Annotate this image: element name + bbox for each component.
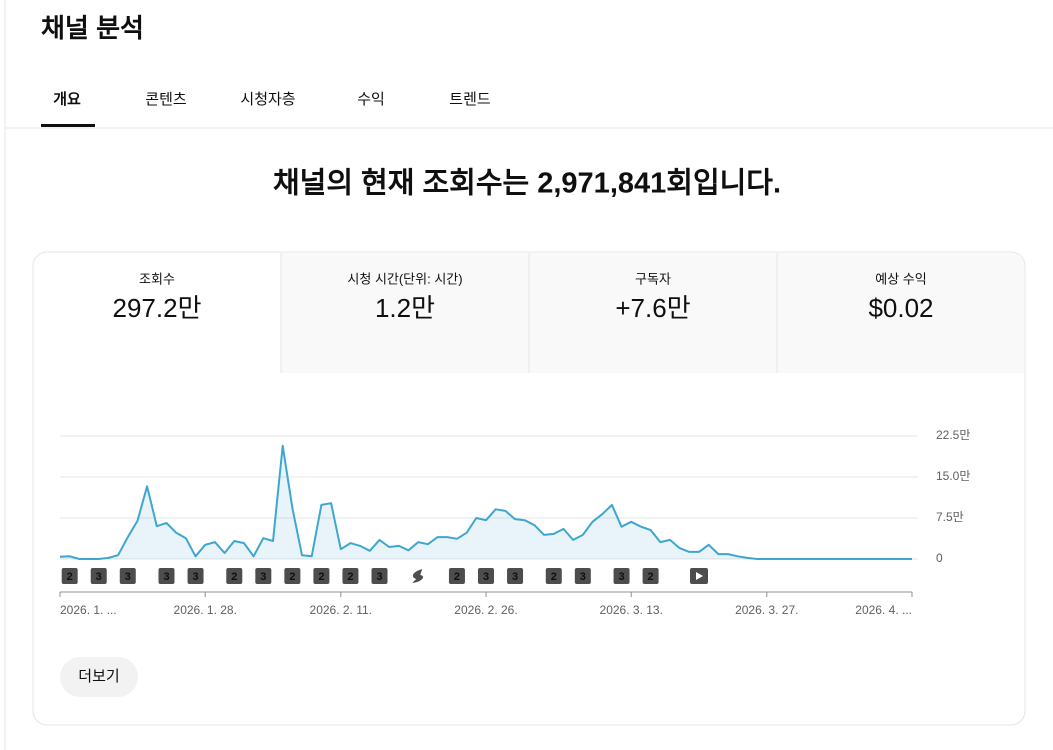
- upload-marker-count[interactable]: 2: [231, 571, 237, 583]
- y-tick-label: 15.0만: [936, 469, 970, 483]
- upload-marker-count[interactable]: 3: [96, 571, 102, 583]
- upload-marker-count[interactable]: 3: [483, 571, 489, 583]
- upload-marker[interactable]: [61, 568, 78, 584]
- upload-marker-count[interactable]: 2: [318, 571, 324, 583]
- metric-value[interactable]: 1.2만: [375, 293, 435, 323]
- chart: 0 7.5만 15.0만 22.5만 2 3 3 3 3 2 3 2 2 2 3 2 3 3 2 3 3 2 2026. 1…: [59, 428, 970, 617]
- y-tick-label: 7.5만: [936, 510, 964, 524]
- x-tick-label: 2026. 1. 28.: [174, 603, 237, 617]
- tab[interactable]: 트렌드: [449, 91, 491, 108]
- metric-label[interactable]: 예상 수익: [875, 271, 926, 286]
- more-button-label[interactable]: 더보기: [78, 668, 119, 685]
- video-icon-play: [696, 572, 703, 580]
- upload-marker[interactable]: [545, 568, 562, 584]
- upload-marker[interactable]: [574, 568, 591, 584]
- tab[interactable]: 시청자층: [240, 91, 295, 108]
- tab[interactable]: 개요: [53, 90, 81, 108]
- metric-row: 조회수 297.2만 시청 시간(단위: 시간) 1.2만 구독자 +7.6만 예상 수익 $…: [113, 253, 934, 373]
- metric-value[interactable]: $0.02: [868, 293, 933, 323]
- upload-marker-count[interactable]: 3: [125, 571, 131, 583]
- headline: 채널의 현재 조회수는 2,971,841회입니다.: [273, 167, 781, 200]
- metric-inactive-bg: [281, 253, 1024, 373]
- metric-label[interactable]: 조회수: [139, 271, 175, 286]
- shorts-icon[interactable]: [412, 569, 424, 583]
- page-title: 채널 분석: [41, 13, 144, 43]
- upload-marker[interactable]: [187, 568, 204, 584]
- upload-marker[interactable]: [642, 568, 659, 584]
- upload-marker-count[interactable]: 3: [618, 571, 624, 583]
- upload-marker[interactable]: [226, 568, 243, 584]
- upload-marker-count[interactable]: 3: [192, 571, 198, 583]
- upload-marker-count[interactable]: 3: [163, 571, 169, 583]
- tab[interactable]: 콘텐츠: [145, 91, 187, 108]
- upload-marker-count[interactable]: 3: [260, 571, 266, 583]
- upload-marker-count[interactable]: 2: [648, 571, 654, 583]
- x-tick-label: 2026. 3. 13.: [600, 603, 663, 617]
- upload-marker[interactable]: [90, 568, 107, 584]
- tab[interactable]: 수익: [357, 91, 385, 108]
- upload-marker-count[interactable]: 2: [347, 571, 353, 583]
- more-button[interactable]: [60, 657, 138, 697]
- y-tick-label: 0: [936, 551, 943, 565]
- tab-bar: 개요 콘텐츠 시청자층 수익 트렌드: [53, 90, 491, 108]
- x-tick-label: 2026. 4. ...: [855, 603, 912, 617]
- metric-label[interactable]: 시청 시간(단위: 시간): [347, 271, 462, 286]
- upload-marker-count[interactable]: 2: [67, 571, 73, 583]
- metric-value[interactable]: +7.6만: [615, 293, 690, 323]
- upload-marker[interactable]: [478, 568, 494, 584]
- metric-label[interactable]: 구독자: [635, 271, 671, 286]
- upload-marker-count[interactable]: 3: [512, 571, 518, 583]
- upload-marker[interactable]: [255, 568, 272, 584]
- upload-marker[interactable]: [342, 568, 359, 584]
- upload-marker[interactable]: [613, 568, 630, 584]
- upload-marker[interactable]: [371, 568, 388, 584]
- x-tick-label: 2026. 3. 27.: [735, 603, 798, 617]
- x-tick-label: 2026. 1. ...: [60, 603, 117, 617]
- upload-marker[interactable]: [313, 568, 330, 584]
- upload-marker-count[interactable]: 3: [376, 571, 382, 583]
- x-tick-label: 2026. 2. 11.: [310, 603, 373, 617]
- upload-marker-count[interactable]: 3: [580, 571, 586, 583]
- upload-marker[interactable]: [158, 568, 175, 584]
- upload-marker[interactable]: [119, 568, 136, 584]
- active-tab-indicator: [41, 124, 95, 127]
- line: [59, 444, 912, 560]
- metric-value[interactable]: 297.2만: [113, 293, 202, 323]
- y-tick-label: 22.5만: [936, 428, 970, 442]
- upload-marker[interactable]: [507, 568, 524, 584]
- upload-marker-count[interactable]: 2: [454, 571, 460, 583]
- upload-marker-count[interactable]: 2: [289, 571, 295, 583]
- upload-marker-count[interactable]: 2: [551, 571, 557, 583]
- upload-marker[interactable]: [284, 568, 301, 584]
- upload-marker[interactable]: [448, 568, 465, 584]
- area: [60, 445, 912, 559]
- x-tick-label: 2026. 2. 26.: [454, 603, 517, 617]
